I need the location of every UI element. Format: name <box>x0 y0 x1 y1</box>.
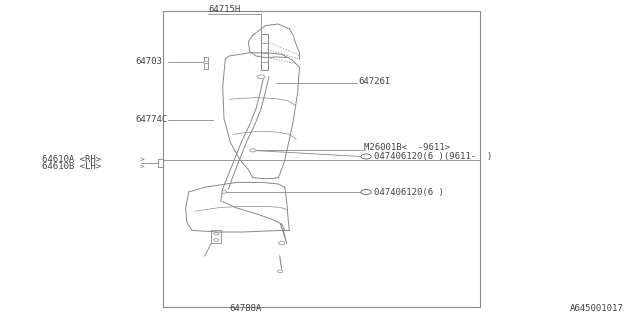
Text: 047406120(6 ): 047406120(6 ) <box>374 188 444 196</box>
Text: S: S <box>364 189 368 195</box>
Circle shape <box>204 61 209 64</box>
Text: 64715H: 64715H <box>209 5 241 14</box>
Circle shape <box>361 154 371 159</box>
Text: 64610A <RH>: 64610A <RH> <box>42 155 100 164</box>
Bar <box>163 11 480 307</box>
Text: 64726I: 64726I <box>358 77 390 86</box>
Circle shape <box>214 239 219 241</box>
Circle shape <box>250 149 256 152</box>
Circle shape <box>278 270 283 273</box>
Text: 047406120(6 )(9611-  ): 047406120(6 )(9611- ) <box>374 152 492 161</box>
Text: S: S <box>364 154 368 159</box>
Circle shape <box>221 191 227 193</box>
Circle shape <box>214 232 219 235</box>
Circle shape <box>257 75 265 79</box>
Text: 64610B <LH>: 64610B <LH> <box>42 162 100 171</box>
Circle shape <box>278 242 285 245</box>
Text: A645001017: A645001017 <box>570 304 624 313</box>
Circle shape <box>361 189 371 195</box>
Text: 64788A: 64788A <box>229 304 261 313</box>
Text: M26001B<  -9611>: M26001B< -9611> <box>364 143 449 152</box>
Text: 64703: 64703 <box>136 57 163 66</box>
Text: 64774C: 64774C <box>136 115 168 124</box>
